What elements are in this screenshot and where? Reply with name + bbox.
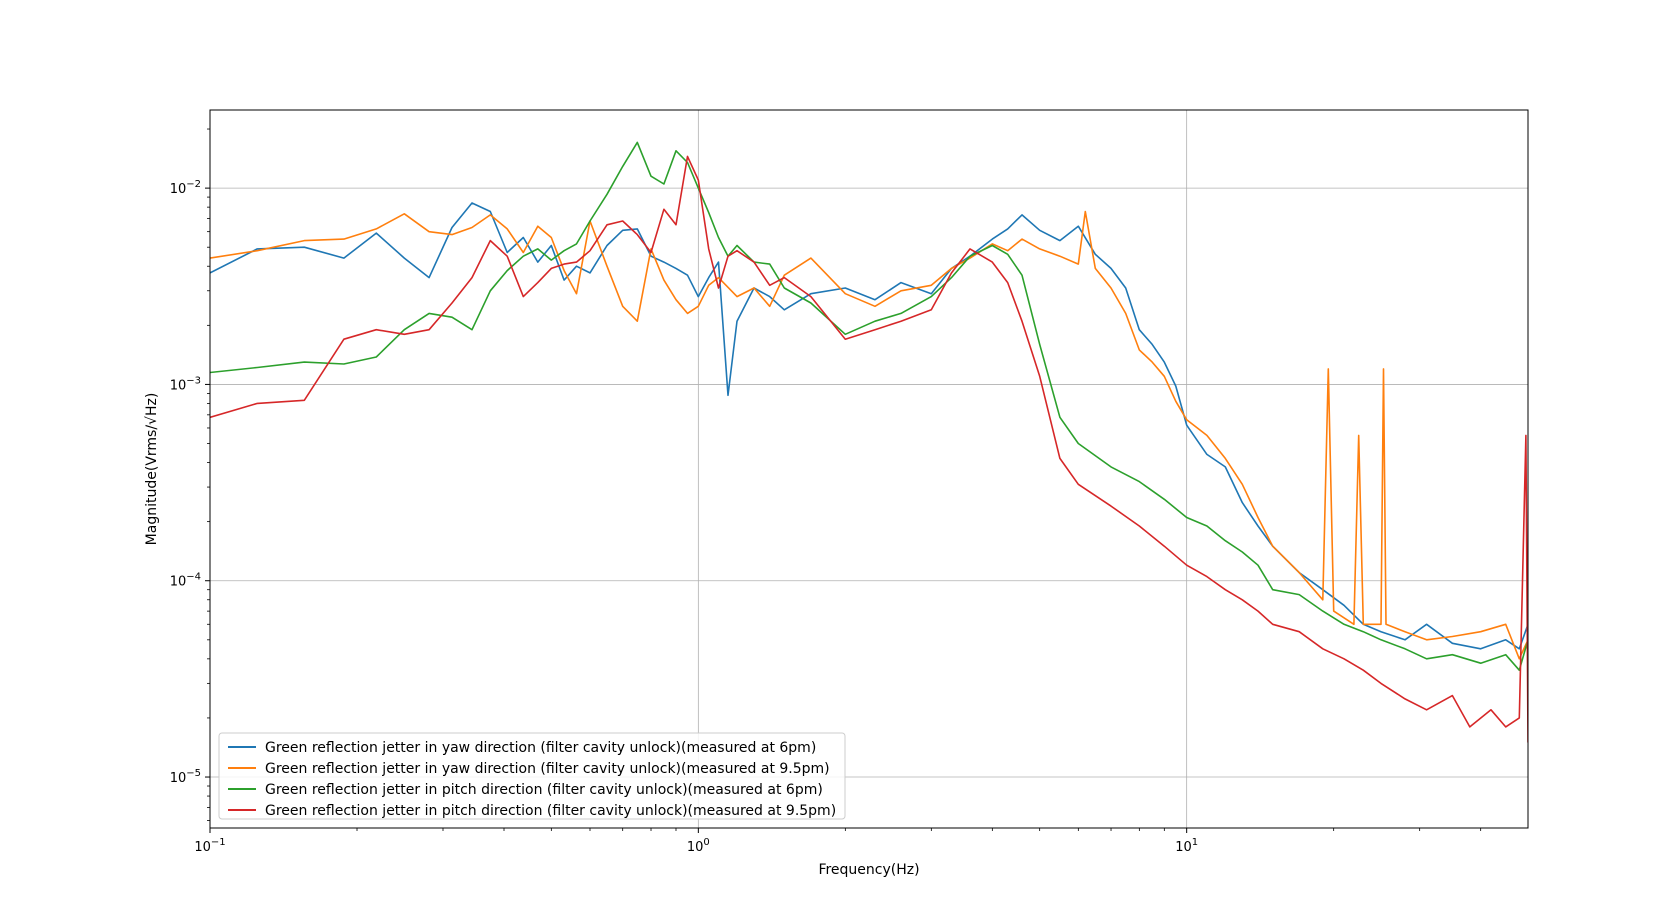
x-tick-label: 101	[1175, 837, 1198, 855]
x-tick-exponent: 1	[1192, 837, 1198, 848]
series-layer	[210, 141, 1528, 743]
y-tick-base: 10	[170, 575, 187, 590]
x-tick-exponent: 0	[703, 837, 709, 848]
legend-box	[218, 732, 846, 820]
legend: Green reflection jetter in yaw direction…	[218, 732, 846, 820]
x-tick-label: 10−1	[194, 837, 225, 855]
plot-frame	[209, 109, 1529, 829]
x-tick-base: 10	[687, 840, 704, 855]
legend-entry-label: Green reflection jetter in pitch directi…	[265, 782, 823, 798]
x-tick-exponent: −1	[211, 837, 226, 848]
y-tick-exponent: −4	[186, 572, 201, 583]
y-tick-base: 10	[170, 771, 187, 786]
legend-entry-label: Green reflection jetter in pitch directi…	[265, 803, 836, 819]
y-axis-label: Magnitude(Vrms/√Hz)	[144, 393, 160, 546]
y-tick-label: 10−3	[170, 375, 201, 393]
y-tick-label: 10−5	[170, 768, 201, 786]
series-line-4	[210, 155, 1528, 743]
y-tick-label: 10−4	[170, 572, 201, 590]
legend-entry-label: Green reflection jetter in yaw direction…	[265, 761, 830, 777]
x-tick-base: 10	[194, 840, 211, 855]
y-tick-exponent: −5	[186, 768, 201, 779]
y-tick-base: 10	[170, 182, 187, 197]
y-tick-label: 10−2	[170, 179, 201, 197]
legend-entry-label: Green reflection jetter in yaw direction…	[265, 740, 816, 756]
y-tick-exponent: −2	[186, 179, 201, 190]
y-tick-base: 10	[170, 378, 187, 393]
y-tick-exponent: −3	[186, 375, 201, 386]
series-line-2	[210, 210, 1528, 660]
x-tick-label: 100	[687, 837, 710, 855]
x-tick-base: 10	[1175, 840, 1192, 855]
x-axis-label: Frequency(Hz)	[818, 862, 919, 878]
